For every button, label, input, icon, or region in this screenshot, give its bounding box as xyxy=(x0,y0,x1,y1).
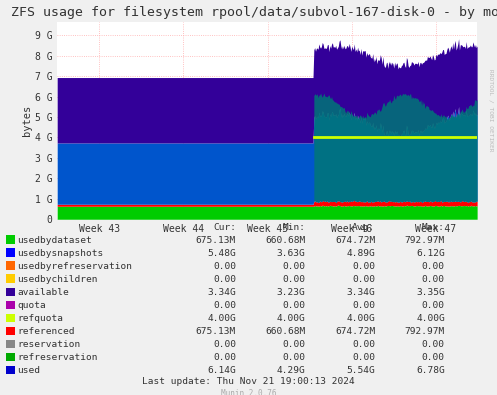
Text: 0.00: 0.00 xyxy=(213,301,236,310)
Text: 4.00G: 4.00G xyxy=(207,314,236,323)
Text: reservation: reservation xyxy=(17,340,81,349)
Text: 4.29G: 4.29G xyxy=(277,366,306,375)
Text: 0.00: 0.00 xyxy=(213,353,236,362)
Text: available: available xyxy=(17,288,69,297)
Text: 675.13M: 675.13M xyxy=(196,327,236,336)
Text: Cur:: Cur: xyxy=(213,223,236,231)
Text: 4.00G: 4.00G xyxy=(416,314,445,323)
Text: 792.97M: 792.97M xyxy=(405,236,445,245)
Text: 4.89G: 4.89G xyxy=(346,249,375,258)
Text: 0.00: 0.00 xyxy=(352,301,375,310)
Text: referenced: referenced xyxy=(17,327,75,336)
Text: 674.72M: 674.72M xyxy=(335,327,375,336)
Text: 3.34G: 3.34G xyxy=(207,288,236,297)
Text: 6.12G: 6.12G xyxy=(416,249,445,258)
Text: 5.48G: 5.48G xyxy=(207,249,236,258)
Text: 0.00: 0.00 xyxy=(352,340,375,349)
Text: 3.23G: 3.23G xyxy=(277,288,306,297)
Text: 675.13M: 675.13M xyxy=(196,236,236,245)
Text: 0.00: 0.00 xyxy=(422,262,445,271)
Text: 792.97M: 792.97M xyxy=(405,327,445,336)
Text: 0.00: 0.00 xyxy=(213,262,236,271)
Text: 0.00: 0.00 xyxy=(283,340,306,349)
Text: 660.68M: 660.68M xyxy=(265,327,306,336)
Text: 660.68M: 660.68M xyxy=(265,236,306,245)
Text: usedbychildren: usedbychildren xyxy=(17,275,98,284)
Text: 0.00: 0.00 xyxy=(352,275,375,284)
Text: refreservation: refreservation xyxy=(17,353,98,362)
Text: 3.34G: 3.34G xyxy=(346,288,375,297)
Text: 0.00: 0.00 xyxy=(422,353,445,362)
Text: 0.00: 0.00 xyxy=(422,275,445,284)
Text: 6.78G: 6.78G xyxy=(416,366,445,375)
Text: 0.00: 0.00 xyxy=(213,340,236,349)
Text: 674.72M: 674.72M xyxy=(335,236,375,245)
Text: Max:: Max: xyxy=(422,223,445,231)
Text: Min:: Min: xyxy=(283,223,306,231)
Text: 3.63G: 3.63G xyxy=(277,249,306,258)
Text: Avg:: Avg: xyxy=(352,223,375,231)
Text: 0.00: 0.00 xyxy=(352,353,375,362)
Text: 0.00: 0.00 xyxy=(283,262,306,271)
Text: 4.00G: 4.00G xyxy=(346,314,375,323)
Text: usedbysnapshots: usedbysnapshots xyxy=(17,249,104,258)
Text: 4.00G: 4.00G xyxy=(277,314,306,323)
Text: 5.54G: 5.54G xyxy=(346,366,375,375)
Text: usedbydataset: usedbydataset xyxy=(17,236,92,245)
Text: usedbyrefreservation: usedbyrefreservation xyxy=(17,262,132,271)
Text: 0.00: 0.00 xyxy=(283,353,306,362)
Text: 0.00: 0.00 xyxy=(422,301,445,310)
Text: 0.00: 0.00 xyxy=(283,275,306,284)
Y-axis label: bytes: bytes xyxy=(22,105,32,136)
Text: used: used xyxy=(17,366,40,375)
Text: 3.35G: 3.35G xyxy=(416,288,445,297)
Text: quota: quota xyxy=(17,301,46,310)
Text: Last update: Thu Nov 21 19:00:13 2024: Last update: Thu Nov 21 19:00:13 2024 xyxy=(142,377,355,386)
Text: RRDTOOL / TOBI OETIKER: RRDTOOL / TOBI OETIKER xyxy=(489,70,494,152)
Text: refquota: refquota xyxy=(17,314,64,323)
Title: ZFS usage for filesystem rpool/data/subvol-167-disk-0 - by month: ZFS usage for filesystem rpool/data/subv… xyxy=(11,6,497,19)
Text: 0.00: 0.00 xyxy=(422,340,445,349)
Text: Munin 2.0.76: Munin 2.0.76 xyxy=(221,389,276,395)
Text: 0.00: 0.00 xyxy=(352,262,375,271)
Text: 0.00: 0.00 xyxy=(283,301,306,310)
Text: 0.00: 0.00 xyxy=(213,275,236,284)
Text: 6.14G: 6.14G xyxy=(207,366,236,375)
